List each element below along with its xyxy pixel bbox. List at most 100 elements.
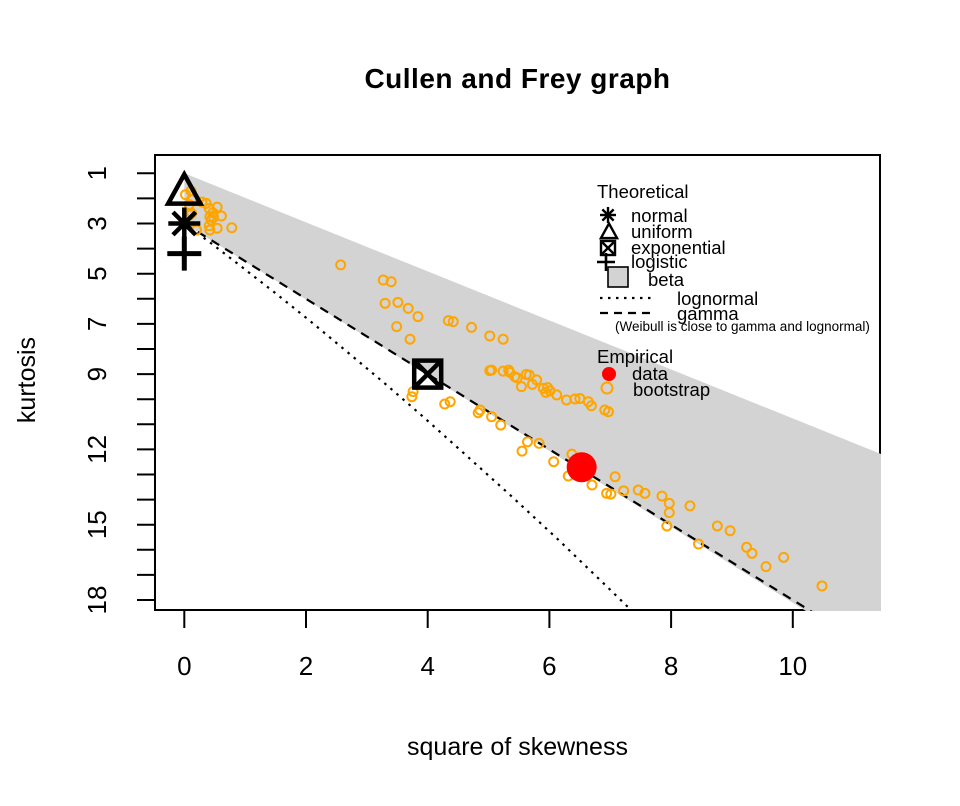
bootstrap-point	[746, 547, 758, 559]
y-axis-title: kurtosis	[13, 336, 41, 424]
orange-ring-icon	[600, 381, 614, 395]
chart-title: Cullen and Frey graph	[364, 63, 671, 94]
legend-empirical-header: Empirical	[597, 346, 673, 367]
bootstrap-point	[495, 419, 507, 431]
bootstrap-point	[663, 507, 675, 519]
logistic-marker	[167, 236, 202, 271]
bootstrap-point	[412, 311, 424, 323]
bootstrap-point	[548, 456, 560, 468]
legend-label-uniform: uniform	[631, 221, 693, 242]
x-tick-label: 2	[299, 651, 313, 681]
legend-label-lognormal: lognormal	[677, 288, 758, 309]
bootstrap-point	[601, 487, 613, 499]
bootstrap-point	[497, 333, 509, 345]
bootstrap-point	[486, 411, 498, 423]
asterisk-icon	[600, 207, 616, 223]
x-tick-label: 4	[420, 651, 434, 681]
x-axis-title: square of skewness	[407, 733, 628, 761]
bootstrap-point	[605, 488, 617, 500]
bootstrap-point	[523, 369, 535, 381]
bootstrap-point	[385, 276, 397, 288]
legend-label-bootstrap: bootstrap	[633, 379, 710, 400]
legend-label-exponential: exponential	[631, 237, 726, 258]
gray-square-icon	[607, 266, 629, 288]
x-tick-label: 0	[177, 651, 191, 681]
bootstrap-point	[533, 437, 545, 449]
bootstrap-point	[404, 333, 416, 345]
bootstrap-point	[402, 302, 414, 314]
bootstrap-point	[684, 500, 696, 512]
weibull-note-group: (Weibull is close to gamma and lognormal…	[615, 319, 870, 334]
x-tick-label: 8	[664, 651, 678, 681]
plus-icon	[597, 253, 615, 271]
y-tick-label: 5	[82, 266, 112, 280]
bootstrap-point	[466, 321, 478, 333]
exponential-marker	[411, 358, 444, 390]
x-tick-label: 6	[542, 651, 556, 681]
y-tick-label: 18	[82, 586, 112, 615]
bootstrap-point	[551, 389, 563, 401]
bootstrap-point	[661, 520, 673, 532]
bootstrap-point	[226, 222, 238, 234]
bootstrap-point	[724, 525, 736, 537]
bootstrap-point	[602, 406, 614, 418]
y-tick-label: 12	[82, 435, 112, 464]
bootstrap-point	[711, 520, 723, 532]
y-tick-label: 1	[82, 166, 112, 180]
bootstrap-point	[521, 436, 533, 448]
bootstrap-point	[516, 445, 528, 457]
triangle-icon	[598, 221, 620, 240]
bootstrap-point	[444, 396, 456, 408]
bootstrap-point	[335, 259, 347, 271]
legend-label-beta: beta	[648, 269, 685, 290]
bootstrap-points	[180, 185, 828, 592]
x-tick-label: 10	[778, 651, 807, 681]
bootstrap-point	[586, 479, 598, 491]
bootstrap-point	[391, 321, 403, 333]
bootstrap-point	[211, 222, 223, 234]
bootstrap-point	[215, 210, 227, 222]
bootstrap-point	[692, 538, 704, 550]
legend-label-logistic: logistic	[631, 251, 688, 272]
bootstrap-point	[474, 404, 486, 416]
square-cross-icon	[599, 239, 617, 257]
plot-border	[154, 154, 881, 611]
bootstrap-point	[760, 561, 772, 573]
y-tick-label: 3	[82, 216, 112, 230]
bootstrap-point	[484, 330, 496, 342]
bootstrap-point	[515, 381, 527, 393]
bootstrap-point	[406, 391, 418, 403]
bootstrap-point	[204, 224, 216, 236]
legend: Theoretical Empirical normaluniformexponen…	[597, 181, 870, 400]
bootstrap-point	[609, 471, 621, 483]
bootstrap-point	[379, 297, 391, 309]
bootstrap-point	[511, 372, 523, 384]
bootstrap-point	[778, 551, 790, 563]
bootstrap-point	[816, 580, 828, 592]
bootstrap-point	[639, 487, 651, 499]
gamma-line	[183, 222, 813, 611]
bootstrap-point	[585, 400, 597, 412]
bootstrap-point	[392, 296, 404, 308]
y-tick-label: 9	[82, 367, 112, 381]
normal-marker	[168, 207, 201, 240]
beta-region	[184, 173, 882, 612]
red-dot-icon	[602, 367, 616, 381]
bootstrap-point	[439, 398, 451, 410]
bootstrap-point	[497, 365, 509, 377]
bootstrap-point	[205, 214, 217, 226]
y-tick-label: 15	[82, 510, 112, 539]
lognormal-curve	[183, 222, 634, 611]
data-point	[566, 452, 597, 483]
legend-label-normal: normal	[631, 205, 688, 226]
bootstrap-point	[618, 485, 630, 497]
bootstrap-point	[656, 490, 668, 502]
bootstrap-point	[442, 315, 454, 327]
legend-label-data: data	[632, 363, 669, 384]
legend-label-gamma: gamma	[677, 303, 739, 324]
bootstrap-point	[531, 374, 543, 386]
weibull-note: (Weibull is close to gamma and lognormal…	[615, 319, 870, 334]
legend-theoretical-header: Theoretical	[597, 181, 689, 202]
